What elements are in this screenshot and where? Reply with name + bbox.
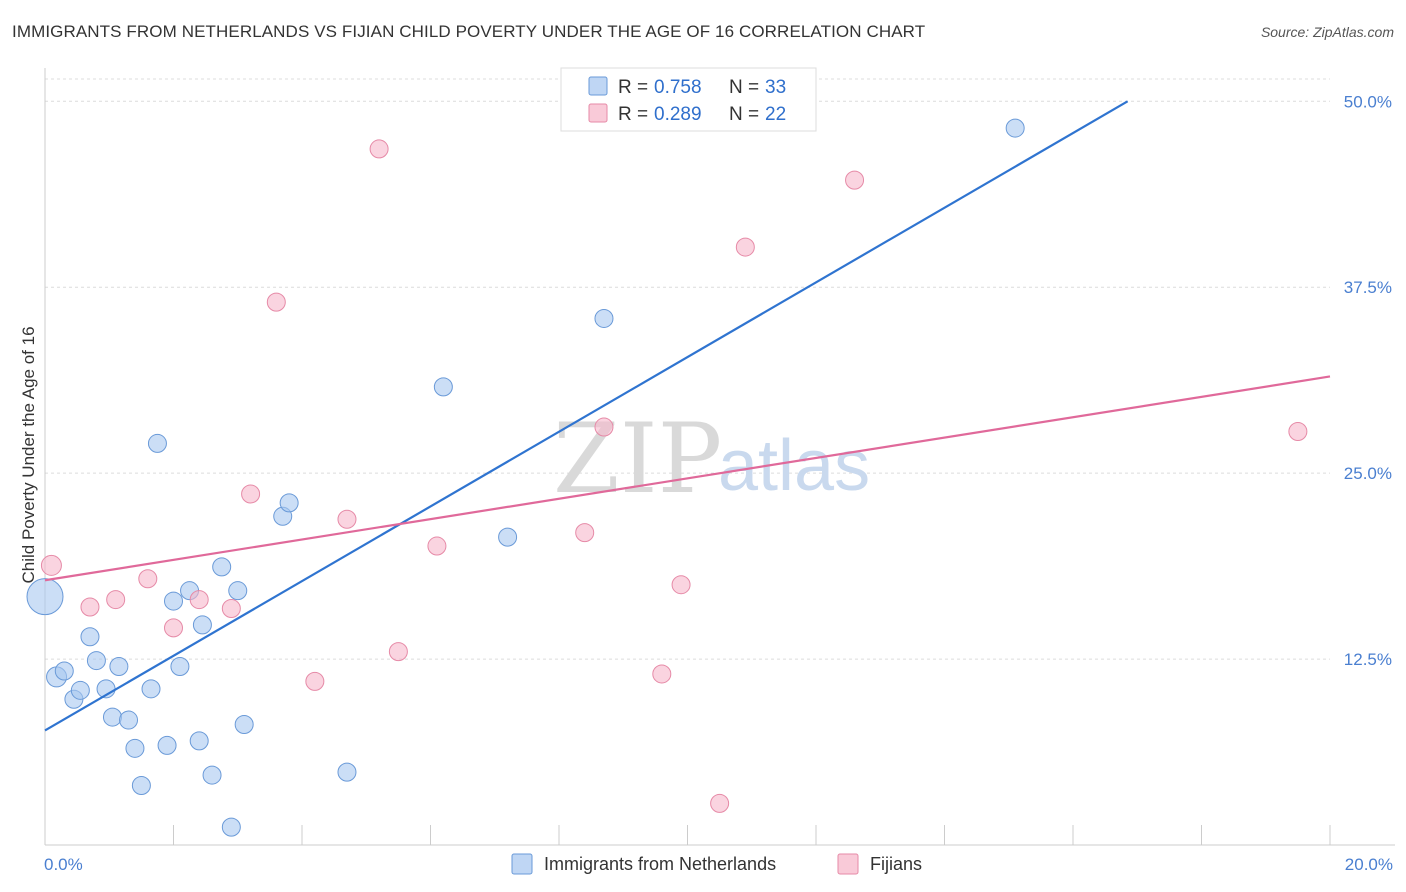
netherlands-point bbox=[109, 657, 129, 677]
watermark: ZIP atlas bbox=[553, 403, 870, 515]
fijians-point bbox=[594, 417, 614, 437]
bottom-legend-swatch-netherlands bbox=[511, 853, 533, 875]
source-label: Source: ZipAtlas.com bbox=[1260, 24, 1394, 40]
netherlands-point bbox=[157, 735, 177, 755]
legend-swatch-netherlands bbox=[588, 76, 608, 96]
fijians-point bbox=[80, 597, 100, 617]
y-tick-label: 50.0% bbox=[1344, 92, 1392, 111]
fijians-point bbox=[369, 139, 389, 159]
netherlands-point bbox=[221, 817, 241, 837]
fijians-point bbox=[241, 484, 261, 504]
netherlands-point bbox=[86, 651, 106, 671]
legend-n-value-netherlands: 33 bbox=[765, 77, 786, 98]
legend-r-value-fijians: 0.289 bbox=[654, 104, 702, 125]
fijians-point bbox=[40, 554, 62, 576]
legend-r-label-netherlands: R = bbox=[618, 77, 648, 98]
fijians-point bbox=[337, 509, 357, 529]
netherlands-point bbox=[498, 527, 518, 547]
fijians-point bbox=[671, 575, 691, 595]
netherlands-point bbox=[433, 377, 453, 397]
netherlands-point bbox=[119, 710, 139, 730]
fijians-point bbox=[1288, 422, 1308, 442]
axes bbox=[44, 68, 1395, 846]
netherlands-point bbox=[170, 657, 190, 677]
fijians-point bbox=[266, 292, 286, 312]
x-tick-label-min: 0.0% bbox=[44, 855, 83, 874]
correlation-legend: R = 0.758 N = 33 R = 0.289 N = 22 bbox=[560, 67, 817, 132]
chart-title: IMMIGRANTS FROM NETHERLANDS VS FIJIAN CH… bbox=[12, 22, 926, 41]
fijians-point bbox=[652, 664, 672, 684]
bottom-legend-swatch-fijians bbox=[837, 853, 859, 875]
bottom-legend-label-netherlands: Immigrants from Netherlands bbox=[544, 854, 776, 874]
data-points bbox=[26, 118, 1308, 837]
legend-n-label-netherlands: N = bbox=[729, 77, 759, 98]
fijians-point bbox=[164, 618, 183, 638]
y-tick-label: 25.0% bbox=[1344, 464, 1392, 483]
netherlands-point bbox=[70, 680, 90, 700]
netherlands-point bbox=[594, 308, 614, 328]
y-tick-label: 12.5% bbox=[1344, 650, 1392, 669]
netherlands-point bbox=[189, 731, 209, 751]
watermark-atlas: atlas bbox=[718, 426, 870, 506]
netherlands-point bbox=[102, 707, 122, 727]
fijians-point bbox=[305, 671, 325, 691]
fijians-trend-line bbox=[44, 375, 1331, 582]
legend-n-value-fijians: 22 bbox=[765, 104, 786, 125]
netherlands-point bbox=[125, 738, 145, 758]
fijians-point bbox=[575, 523, 595, 543]
y-axis-label: Child Poverty Under the Age of 16 bbox=[19, 326, 38, 583]
legend-swatch-fijians bbox=[588, 103, 608, 123]
netherlands-point bbox=[147, 433, 167, 453]
fijians-point bbox=[138, 569, 158, 589]
netherlands-point bbox=[26, 578, 64, 616]
netherlands-point bbox=[164, 591, 183, 611]
fijians-point bbox=[845, 170, 865, 190]
fijians-point bbox=[427, 536, 447, 556]
gridlines bbox=[45, 78, 1330, 660]
series-legend: Immigrants from Netherlands Fijians bbox=[511, 853, 922, 875]
legend-r-label-fijians: R = bbox=[618, 104, 648, 125]
netherlands-point bbox=[192, 615, 212, 635]
netherlands-trend-line bbox=[44, 100, 1129, 732]
legend-r-value-netherlands: 0.758 bbox=[654, 77, 702, 98]
netherlands-point bbox=[212, 557, 232, 577]
netherlands-point bbox=[54, 661, 74, 681]
netherlands-point bbox=[228, 581, 248, 601]
fijians-point bbox=[710, 793, 730, 813]
y-tick-label: 37.5% bbox=[1344, 278, 1392, 297]
netherlands-point bbox=[279, 493, 299, 513]
fijians-point bbox=[735, 237, 755, 257]
bottom-legend-label-fijians: Fijians bbox=[870, 854, 922, 874]
trend-lines bbox=[44, 100, 1331, 732]
netherlands-point bbox=[80, 627, 100, 647]
fijians-point bbox=[106, 590, 126, 610]
netherlands-point bbox=[337, 762, 357, 782]
netherlands-point bbox=[131, 776, 151, 796]
legend-n-label-fijians: N = bbox=[729, 104, 759, 125]
x-tick-label-max: 20.0% bbox=[1345, 855, 1393, 874]
fijians-point bbox=[221, 599, 241, 619]
fijians-point bbox=[189, 590, 209, 610]
watermark-zip: ZIP bbox=[553, 403, 722, 515]
netherlands-point bbox=[1005, 118, 1025, 138]
netherlands-point bbox=[141, 679, 161, 699]
netherlands-point bbox=[234, 715, 254, 735]
fijians-point bbox=[388, 642, 408, 662]
tick-labels: 12.5% 25.0% 37.5% 50.0% 0.0% 20.0% bbox=[44, 92, 1393, 874]
netherlands-point bbox=[202, 765, 222, 785]
